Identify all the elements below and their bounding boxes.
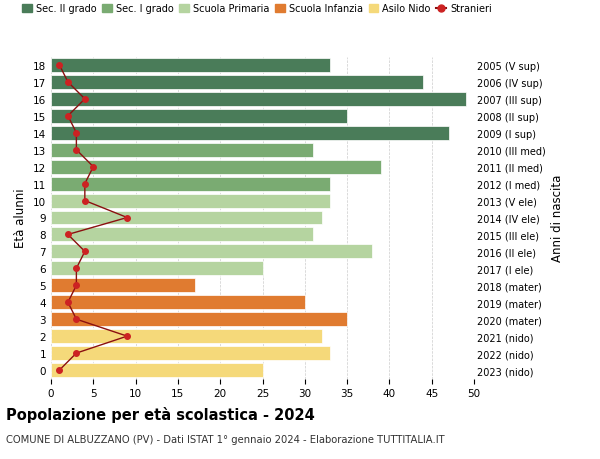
Legend: Sec. II grado, Sec. I grado, Scuola Primaria, Scuola Infanzia, Asilo Nido, Stran: Sec. II grado, Sec. I grado, Scuola Prim… <box>22 5 492 14</box>
Bar <box>51 177 330 191</box>
Bar <box>51 313 347 326</box>
Bar <box>51 59 330 73</box>
Bar <box>51 144 313 157</box>
Bar <box>51 194 330 208</box>
Y-axis label: Anni di nascita: Anni di nascita <box>551 174 564 262</box>
Bar <box>51 110 347 123</box>
Text: Popolazione per età scolastica - 2024: Popolazione per età scolastica - 2024 <box>6 406 315 422</box>
Bar <box>51 279 195 292</box>
Bar <box>51 93 466 106</box>
Bar <box>51 330 322 343</box>
Text: COMUNE DI ALBUZZANO (PV) - Dati ISTAT 1° gennaio 2024 - Elaborazione TUTTITALIA.: COMUNE DI ALBUZZANO (PV) - Dati ISTAT 1°… <box>6 434 445 444</box>
Bar <box>51 228 313 242</box>
Bar <box>51 211 322 225</box>
Bar <box>51 245 373 259</box>
Bar <box>51 347 330 360</box>
Bar <box>51 262 263 276</box>
Bar <box>51 160 381 174</box>
Bar <box>51 296 305 309</box>
Bar <box>51 127 449 140</box>
Bar <box>51 76 423 90</box>
Y-axis label: Età alunni: Età alunni <box>14 188 28 248</box>
Bar <box>51 363 263 377</box>
